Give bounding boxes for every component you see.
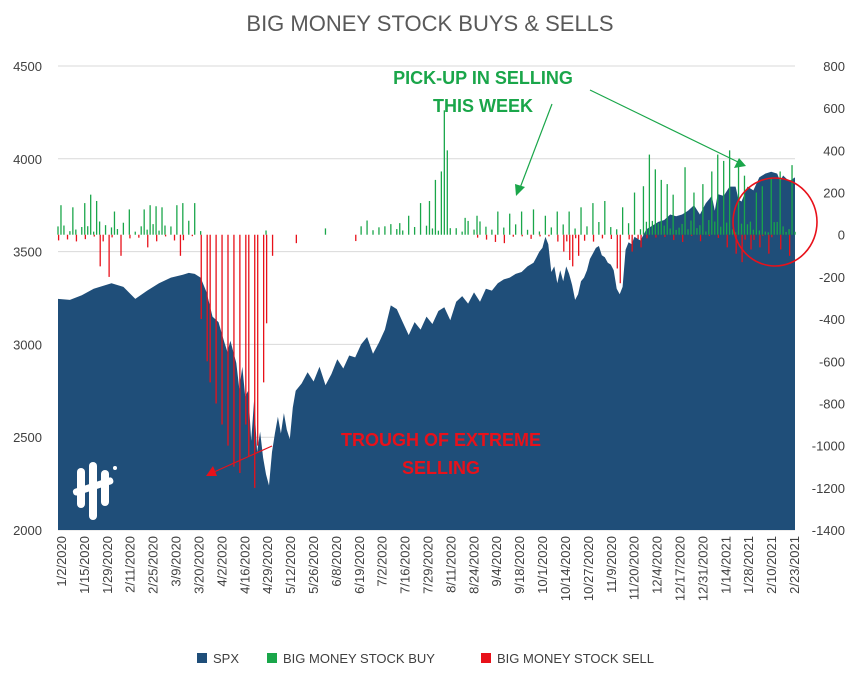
chart-title: BIG MONEY STOCK BUYS & SELLS <box>246 11 613 36</box>
legend: SPX BIG MONEY STOCK BUY BIG MONEY STOCK … <box>197 651 654 666</box>
x-tick-label: 11/20/2020 <box>627 536 642 600</box>
left-tick-label: 4500 <box>13 59 42 74</box>
x-tick-label: 6/19/2020 <box>352 536 367 594</box>
right-tick-label: 200 <box>823 186 845 201</box>
x-tick-label: 10/1/2020 <box>535 536 550 594</box>
right-axis-ticks: 800 600 400 200 0 -200 -400 -600 -800 -1000 -1200 -… <box>812 59 845 538</box>
x-tick-label: 8/24/2020 <box>466 536 481 594</box>
right-tick-label: 0 <box>838 228 845 243</box>
selling-annotation: PICK-UP IN SELLING THIS WEEK <box>393 68 746 196</box>
trough-annotation: TROUGH OF EXTREME SELLING <box>206 430 541 478</box>
x-tick-label: 9/18/2020 <box>512 536 527 594</box>
x-tick-label: 7/16/2020 <box>398 536 413 594</box>
legend-swatch-spx <box>197 653 207 663</box>
x-tick-label: 11/9/2020 <box>604 536 619 593</box>
x-tick-label: 1/2/2020 <box>54 536 69 587</box>
left-tick-label: 2000 <box>13 523 42 538</box>
x-tick-label: 5/26/2020 <box>306 536 321 594</box>
x-tick-label: 9/4/2020 <box>489 536 504 587</box>
spx-area-path <box>58 171 795 531</box>
left-tick-label: 3000 <box>13 337 42 352</box>
x-tick-label: 3/20/2020 <box>191 536 206 594</box>
x-tick-label: 1/28/2021 <box>741 536 756 594</box>
right-tick-label: -1200 <box>812 481 845 496</box>
x-tick-label: 2/23/2021 <box>787 536 802 594</box>
x-tick-label: 2/10/2021 <box>764 536 779 594</box>
x-tick-label: 5/12/2020 <box>283 536 298 594</box>
x-tick-label: 12/17/2020 <box>672 536 687 601</box>
right-tick-label: -200 <box>819 270 845 285</box>
legend-label-sell: BIG MONEY STOCK SELL <box>497 651 654 666</box>
trough-arrow <box>213 445 273 473</box>
right-tick-label: -1400 <box>812 523 845 538</box>
x-tick-label: 2/11/2020 <box>123 536 138 593</box>
trough-arrowhead <box>206 466 217 476</box>
x-tick-label: 4/16/2020 <box>237 536 252 594</box>
x-tick-label: 6/8/2020 <box>329 536 344 587</box>
right-tick-label: -400 <box>819 312 845 327</box>
x-tick-label: 12/31/2020 <box>695 536 710 601</box>
selling-arrowhead-left <box>515 184 525 196</box>
x-tick-label: 4/2/2020 <box>214 536 229 587</box>
x-tick-label: 1/14/2021 <box>718 536 733 594</box>
selling-arrowhead-right <box>734 158 746 168</box>
selling-annotation-line-1: PICK-UP IN SELLING <box>393 68 573 88</box>
right-tick-label: -600 <box>819 354 845 369</box>
selling-arrow-right <box>589 89 739 163</box>
x-tick-label: 7/29/2020 <box>421 536 436 594</box>
spx-area <box>58 171 795 531</box>
x-tick-label: 12/4/2020 <box>650 536 665 594</box>
left-axis-ticks: 4500 4000 3500 3000 2500 2000 <box>13 59 42 538</box>
legend-label-spx: SPX <box>213 651 239 666</box>
x-tick-label: 1/29/2020 <box>100 536 115 594</box>
right-tick-label: -800 <box>819 396 845 411</box>
right-tick-label: -1000 <box>812 439 845 454</box>
x-tick-label: 8/11/2020 <box>443 536 458 593</box>
right-tick-label: 400 <box>823 143 845 158</box>
left-tick-label: 2500 <box>13 430 42 445</box>
x-tick-label: 7/2/2020 <box>375 536 390 587</box>
selling-annotation-line-2: THIS WEEK <box>433 96 533 116</box>
left-tick-label: 3500 <box>13 245 42 260</box>
legend-swatch-buy <box>267 653 277 663</box>
x-tick-label: 2/25/2020 <box>146 536 161 594</box>
x-tick-label: 10/27/2020 <box>581 536 596 601</box>
x-tick-label: 4/29/2020 <box>260 536 275 594</box>
right-tick-label: 600 <box>823 101 845 116</box>
right-tick-label: 800 <box>823 59 845 74</box>
selling-arrow-left <box>519 103 553 189</box>
left-tick-label: 4000 <box>13 152 42 167</box>
x-tick-label: 3/9/2020 <box>169 536 184 587</box>
highlight-circle <box>732 177 818 267</box>
buy-bars <box>57 110 796 235</box>
x-tick-label: 10/14/2020 <box>558 536 573 601</box>
x-axis-ticks: 1/2/2020 1/15/2020 1/29/2020 2/11/2020 2/25/… <box>54 536 802 601</box>
brand-logo-icon <box>72 462 117 520</box>
trough-annotation-line-2: SELLING <box>402 458 480 478</box>
trough-annotation-line-1: TROUGH OF EXTREME <box>341 430 541 450</box>
legend-swatch-sell <box>481 653 491 663</box>
x-tick-label: 1/15/2020 <box>77 536 92 594</box>
legend-label-buy: BIG MONEY STOCK BUY <box>283 651 435 666</box>
